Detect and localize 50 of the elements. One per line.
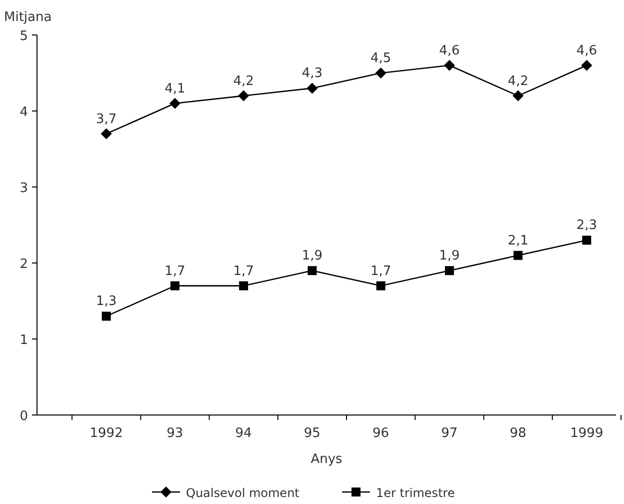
point [581, 60, 592, 71]
point [306, 82, 318, 94]
data-label: 1,9 [439, 248, 460, 264]
point [582, 236, 592, 245]
data-label: 2,1 [508, 233, 528, 248]
legend-label: Qualsevol moment [186, 486, 300, 500]
point [375, 68, 386, 78]
point [169, 98, 180, 109]
data-label: 4,6 [439, 43, 460, 58]
x-tick-label: 96 [372, 426, 390, 441]
point [308, 266, 317, 276]
data-label: 4,3 [302, 66, 323, 82]
y-tick-label: 4 [20, 105, 28, 120]
data-label: 4,2 [508, 74, 528, 89]
point [239, 281, 248, 290]
x-tick-label: 95 [304, 426, 320, 441]
data-label: 1,7 [370, 264, 392, 279]
x-tick-label: 97 [441, 426, 458, 441]
y-tick-label: 1 [20, 333, 28, 348]
y-tick-label: 3 [20, 181, 28, 196]
point [376, 281, 386, 290]
x-tick-label: 1992 [90, 426, 123, 441]
y-tick-label: 5 [20, 29, 28, 44]
point [238, 90, 250, 102]
x-tick-label: 98 [510, 426, 526, 441]
data-label: 1,7 [233, 264, 254, 279]
y-axis-title: Mitjana [4, 10, 52, 25]
x-tick-label: 1999 [570, 426, 604, 441]
data-label: 4,1 [164, 81, 186, 96]
data-label: 1,9 [302, 248, 323, 264]
point [444, 266, 454, 276]
data-label: 4,6 [576, 43, 598, 58]
data-label: 2,3 [576, 218, 598, 234]
x-axis-title: Anys [310, 452, 343, 467]
point [102, 312, 111, 321]
x-tick-label: 94 [235, 426, 252, 441]
point [170, 281, 180, 290]
data-label: 4,5 [370, 51, 392, 66]
point [100, 128, 112, 140]
data-label: 1,7 [164, 264, 186, 279]
point [444, 60, 455, 71]
data-label: 1,3 [96, 294, 117, 310]
point [512, 90, 524, 102]
point [514, 250, 523, 260]
data-label: 4,2 [233, 74, 254, 89]
legend-label: 1er trimestre [376, 486, 455, 500]
y-tick-label: 0 [20, 409, 28, 424]
x-tick-label: 93 [166, 426, 184, 441]
y-tick-label: 2 [20, 257, 28, 272]
data-label: 3,7 [96, 112, 117, 127]
